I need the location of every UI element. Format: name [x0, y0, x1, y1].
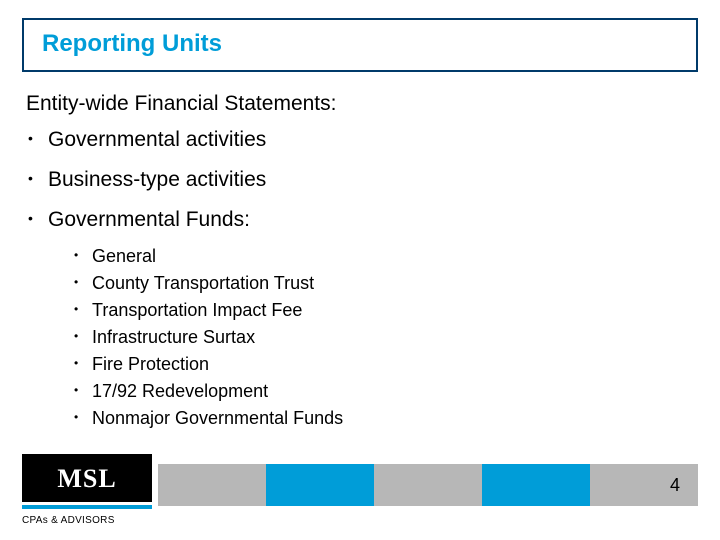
logo: MSL CPAs & ADVISORS	[22, 454, 152, 526]
sub-list-item: Transportation Impact Fee	[72, 300, 343, 321]
footer-block	[374, 464, 482, 506]
footer-block	[482, 464, 590, 506]
list-item-text: Governmental activities	[48, 128, 266, 151]
main-bullet-list: Governmental activities Business-type ac…	[26, 128, 343, 445]
sub-list-item: 17/92 Redevelopment	[72, 381, 343, 402]
sub-list-item: General	[72, 246, 343, 267]
sub-list-item: Fire Protection	[72, 354, 343, 375]
sub-bullet-list: General County Transportation Trust Tran…	[72, 246, 343, 429]
sub-list-item: Infrastructure Surtax	[72, 327, 343, 348]
footer-block	[590, 464, 698, 506]
logo-underline	[22, 505, 152, 509]
page-number: 4	[670, 475, 680, 496]
footer-block	[158, 464, 266, 506]
list-item: Business-type activities	[26, 168, 343, 192]
sub-list-item: Nonmajor Governmental Funds	[72, 408, 343, 429]
logo-tagline: CPAs & ADVISORS	[22, 515, 152, 526]
sub-list-item: County Transportation Trust	[72, 273, 343, 294]
footer-color-blocks	[158, 464, 698, 506]
subtitle: Entity-wide Financial Statements:	[26, 92, 336, 116]
title-box: Reporting Units	[22, 18, 698, 72]
logo-text: MSL	[22, 454, 152, 502]
list-item-text: Business-type activities	[48, 168, 266, 191]
list-item-text: Governmental Funds:	[48, 208, 250, 231]
footer-block	[266, 464, 374, 506]
list-item: Governmental Funds: General County Trans…	[26, 208, 343, 429]
list-item: Governmental activities	[26, 128, 343, 152]
slide-title: Reporting Units	[42, 30, 678, 58]
